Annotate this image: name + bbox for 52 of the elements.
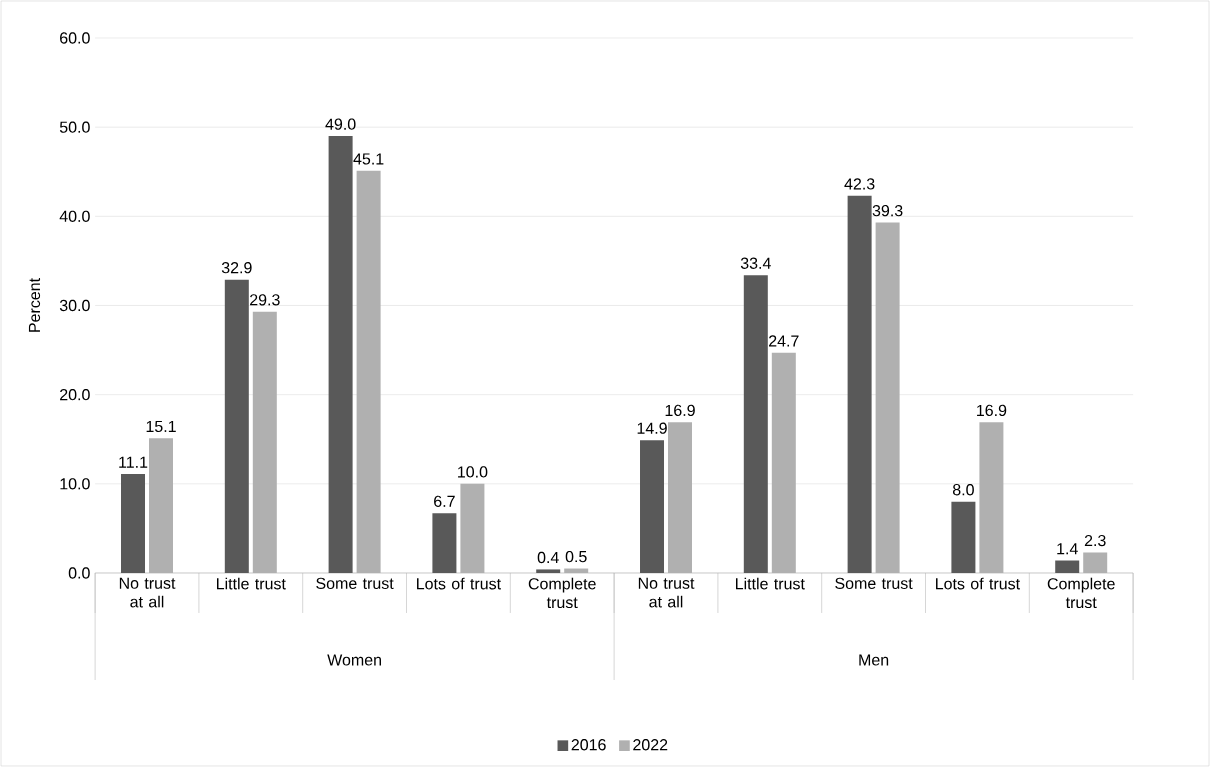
data-label: 33.4 [740,257,771,269]
x-tick-label: Little trust [736,577,805,590]
x-tick-label: Little trust [217,577,286,590]
bar [640,440,665,573]
y-tick-label: 40.0 [59,210,90,222]
y-tick-label: 50.0 [59,121,90,133]
text: Women [327,654,381,666]
data-label: 10.0 [458,466,488,478]
data-label: 16.9 [665,404,695,417]
bar [536,569,561,573]
x-tick-label: Lots of trust [936,577,1020,590]
data-label: 24.7 [769,335,799,347]
y-tick-label: 60.0 [60,32,90,44]
data-label: 0.5 [565,550,587,563]
data-label: 32.9 [221,262,252,274]
data-label: 11.1 [119,456,148,468]
data-label: 0.4 [537,551,559,564]
x-tick-label: No trust at all [119,577,176,608]
x-tick-label: Complete trust [528,577,596,609]
legend-label: 2016 [571,739,606,751]
data-label: 16.9 [977,404,1007,417]
y-axis-title: Percent [28,278,41,332]
bar [743,275,768,573]
bar [847,195,872,573]
data-label: 6.7 [434,495,455,507]
x-tick-label: Complete trust [1047,577,1115,609]
x-tick-label: Some trust [835,577,913,590]
x-tick-label: Lots of trust [417,577,501,590]
data-label: 15.1 [146,420,176,433]
x-tick-label: Some trust [316,577,394,590]
y-tick-label: 10.0 [60,478,90,490]
data-label: 2.3 [1084,534,1106,547]
data-label: 39.3 [872,204,903,217]
bar [328,136,353,573]
data-label: 42.3 [844,178,875,190]
y-tick-label: 30.0 [59,299,90,312]
bar [432,513,457,573]
data-label: 29.3 [250,294,280,306]
data-label: 14.9 [637,422,667,434]
y-tick-label: 0.0 [68,567,90,579]
bar [1055,560,1080,573]
data-label: 49.0 [325,118,356,130]
x-tick-label: No trust at all [638,577,695,608]
text: Men [859,654,889,666]
bar [121,474,146,573]
data-label: 45.1 [353,153,384,165]
data-label: 1.4 [1057,543,1078,555]
data-label: 8.0 [952,484,974,496]
y-tick-label: 20.0 [60,389,90,401]
bar [224,279,249,573]
legend-label: 2022 [633,739,668,751]
bar [951,501,976,573]
